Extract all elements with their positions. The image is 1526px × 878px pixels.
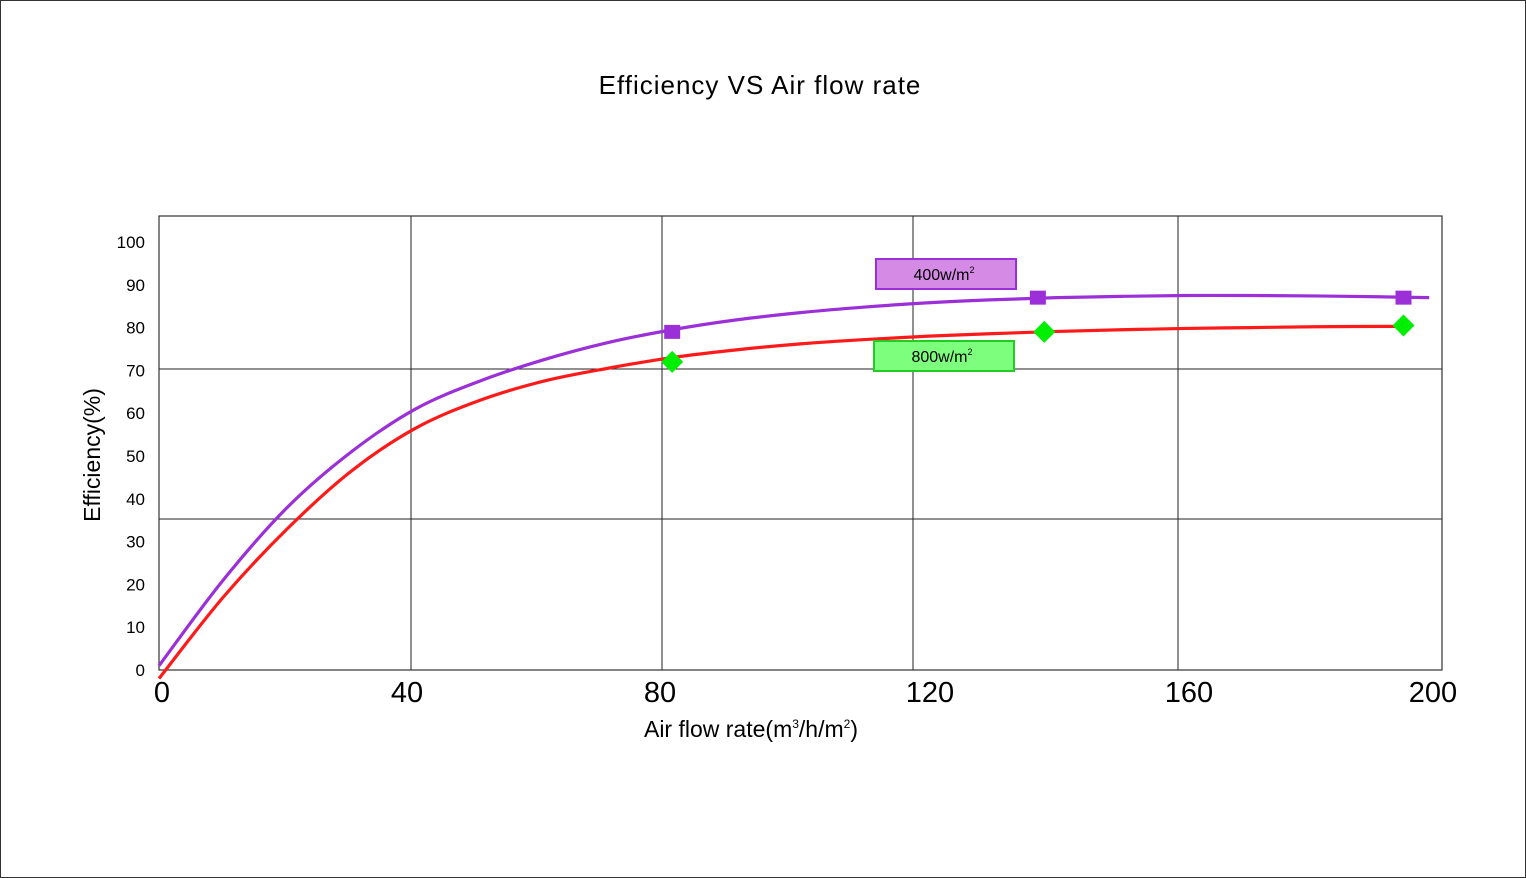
y-axis-label: Efficiency(%) [79,388,105,522]
chart-title: Efficiency VS Air flow rate [599,70,922,100]
series-1-point-1 [1033,320,1056,343]
y-tick-0: 0 [136,661,145,680]
x-tick-40: 40 [391,677,423,709]
legend-swatch-400 [875,258,1017,290]
x-tick-120: 120 [906,677,954,709]
y-tick-70: 70 [126,361,145,380]
y-tick-10: 10 [126,618,145,637]
y-tick-30: 30 [126,533,145,552]
y-tick-80: 80 [126,319,145,338]
y-tick-50: 50 [126,447,145,466]
y-tick-100: 100 [117,233,145,252]
series-layer [157,290,1430,680]
y-tick-40: 40 [126,490,145,509]
series-0-line [157,293,1430,667]
x-axis-label: Air flow rate(m3/h/m2) [644,716,858,742]
grid-lines [159,216,1442,670]
series-0-point-0 [664,324,681,339]
x-tick-labels: 0 40 80 120 160 200 [154,677,1457,709]
y-tick-90: 90 [126,276,145,295]
plot-area-border [158,215,1443,671]
legend-swatch-800 [873,340,1015,372]
series-0-point-2 [1395,290,1412,305]
y-tick-60: 60 [126,404,145,423]
x-tick-160: 160 [1165,677,1213,709]
x-tick-200: 200 [1409,677,1457,709]
x-tick-0: 0 [154,677,170,709]
y-tick-labels: 0 10 20 30 40 50 60 70 80 90 100 [117,233,145,680]
series-0-point-1 [1029,290,1046,305]
y-tick-20: 20 [126,575,145,594]
series-1-line [157,324,1404,680]
legend-label-400: 400w/m2 [913,265,974,284]
legend-box-800: 800w/m2 [873,340,1015,372]
legend-label-800: 800w/m2 [911,347,972,366]
series-0 [157,290,1430,667]
series-1-point-0 [661,350,684,373]
series-1 [157,314,1415,680]
legend-box-400: 400w/m2 [875,258,1017,290]
series-1-point-2 [1392,314,1415,337]
x-tick-80: 80 [644,677,676,709]
